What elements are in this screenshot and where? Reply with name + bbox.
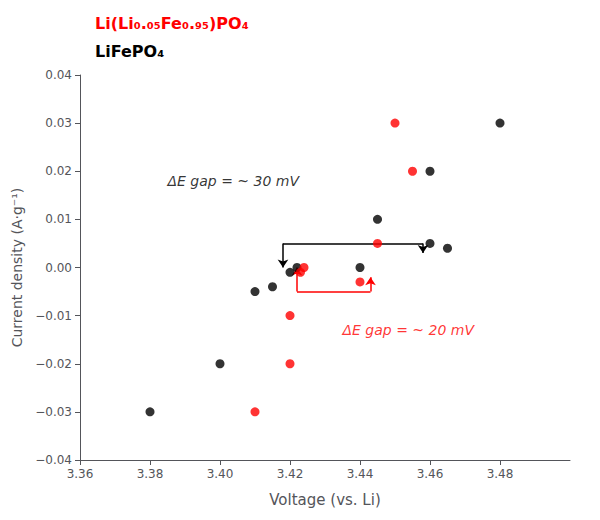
svg-text:3.38: 3.38 xyxy=(137,467,164,481)
svg-text:Li(Li₀.₀₅Fe₀.₉₅)PO₄: Li(Li₀.₀₅Fe₀.₉₅)PO₄ xyxy=(95,14,249,33)
svg-text:Voltage (vs. Li): Voltage (vs. Li) xyxy=(269,491,381,509)
svg-text:LiFePO₄: LiFePO₄ xyxy=(95,42,164,61)
svg-text:−0.04: −0.04 xyxy=(35,453,72,467)
svg-text:0.03: 0.03 xyxy=(45,116,72,130)
svg-text:3.42: 3.42 xyxy=(277,467,304,481)
svg-text:3.40: 3.40 xyxy=(207,467,234,481)
svg-text:0.04: 0.04 xyxy=(45,68,72,82)
svg-text:0.00: 0.00 xyxy=(45,261,72,275)
svg-text:Current density (A·g⁻¹): Current density (A·g⁻¹) xyxy=(9,188,25,348)
svg-text:ΔE gap = ~ 30 mV: ΔE gap = ~ 30 mV xyxy=(167,173,301,189)
svg-text:0.01: 0.01 xyxy=(45,212,72,226)
svg-text:3.46: 3.46 xyxy=(417,467,444,481)
svg-text:−0.02: −0.02 xyxy=(35,357,72,371)
svg-text:−0.01: −0.01 xyxy=(35,309,72,323)
svg-text:ΔE gap = ~ 20 mV: ΔE gap = ~ 20 mV xyxy=(342,322,476,338)
svg-text:0.02: 0.02 xyxy=(45,164,72,178)
svg-text:3.36: 3.36 xyxy=(67,467,94,481)
svg-text:3.44: 3.44 xyxy=(347,467,374,481)
svg-text:−0.03: −0.03 xyxy=(35,405,72,419)
svg-text:3.48: 3.48 xyxy=(487,467,514,481)
